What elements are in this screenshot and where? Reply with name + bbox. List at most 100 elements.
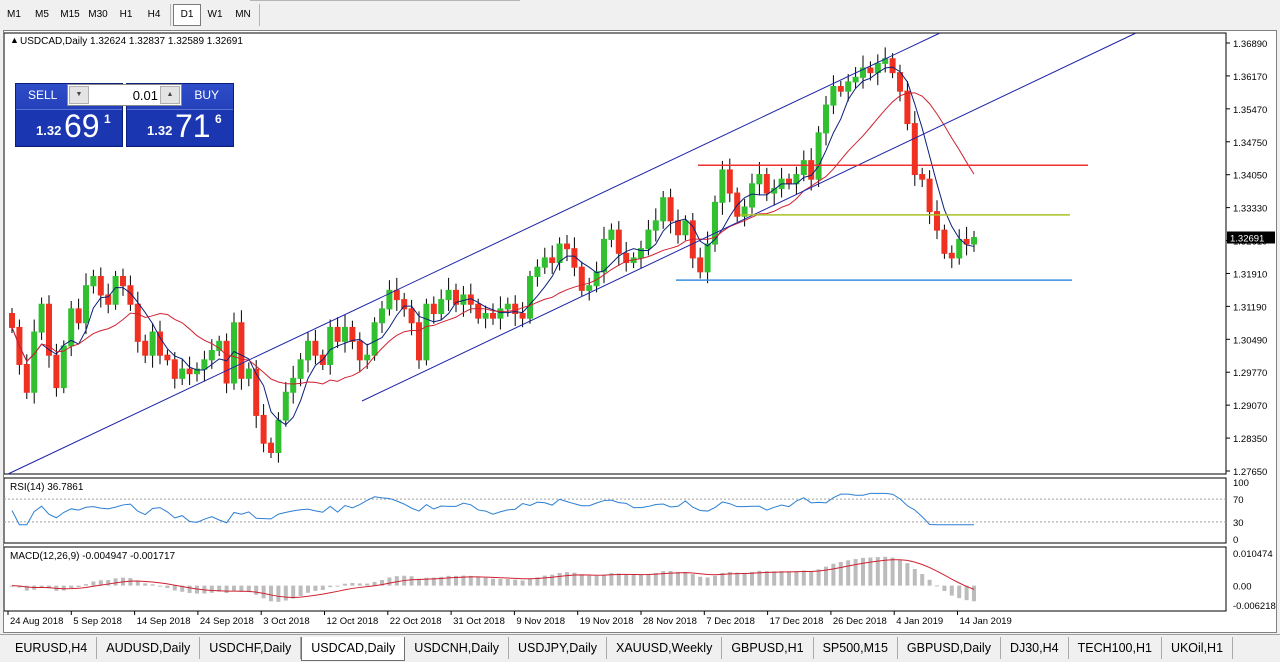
timeframe-m15-button[interactable]: M15: [60, 9, 80, 20]
one-click-trading-panel: SELL 1.32 69 1 BUY 1.32 71 6 ▼ ▲: [15, 83, 234, 147]
macd-histogram-bar: [483, 577, 488, 586]
chart-tab[interactable]: USDJPY,Daily: [509, 637, 607, 659]
macd-histogram-bar: [98, 580, 103, 586]
chart-tab[interactable]: UKOil,H1: [1162, 637, 1234, 659]
timeframe-d1-button[interactable]: D1: [173, 4, 201, 26]
macd-histogram-bar: [846, 560, 851, 586]
macd-histogram-bar: [424, 577, 429, 586]
x-tick-label: 14 Sep 2018: [137, 616, 191, 627]
bull-candle: [860, 67, 866, 78]
bull-candle: [830, 86, 837, 106]
macd-histogram-bar: [372, 581, 377, 586]
macd-label: MACD(12,26,9) -0.004947 -0.001717: [10, 551, 176, 562]
chart-tab[interactable]: AUDUSD,Daily: [97, 637, 201, 659]
timeframe-m5-button[interactable]: M5: [35, 9, 49, 20]
slow-moving-average-line: [11, 92, 975, 385]
macd-histogram-bar: [957, 585, 962, 599]
x-tick-label: 3 Oct 2018: [263, 616, 309, 627]
bear-candle: [623, 252, 630, 264]
y-tick-label: 1.36890: [1233, 39, 1267, 50]
bear-candle: [393, 289, 400, 301]
bear-candle: [726, 169, 733, 194]
macd-histogram-bar: [587, 575, 592, 586]
buy-button[interactable]: BUY 1.32 71 6: [126, 83, 234, 147]
bull-candle: [245, 368, 252, 379]
bull-candle: [290, 377, 297, 393]
macd-histogram-bar: [972, 585, 976, 602]
triangle-up-icon[interactable]: ▲: [160, 86, 180, 104]
bear-candle: [23, 363, 30, 393]
chart-tab[interactable]: USDCAD,Daily: [301, 637, 406, 661]
chart-tab[interactable]: XAUUSD,Weekly: [607, 637, 723, 659]
macd-histogram-bar: [542, 575, 547, 586]
main-panel-frame: [4, 32, 1227, 475]
bear-candle: [401, 299, 408, 310]
bear-candle: [53, 354, 60, 389]
bull-candle: [282, 391, 289, 421]
triangle-down-icon[interactable]: ▼: [69, 86, 89, 104]
macd-histogram-bar: [942, 585, 947, 592]
macd-histogram-bar: [861, 557, 865, 586]
lot-size-input[interactable]: [92, 85, 158, 105]
chart-header: USDCAD,Daily 1.32624 1.32837 1.32589 1.3…: [20, 36, 243, 47]
chart-tab[interactable]: TECH100,H1: [1069, 637, 1162, 659]
chart-tab[interactable]: USDCHF,Daily: [200, 637, 302, 659]
toolbar-separator: [170, 4, 171, 26]
macd-histogram-bar: [550, 574, 555, 586]
macd-histogram-bar: [853, 559, 858, 586]
bull-candle: [497, 308, 504, 319]
chart-tab[interactable]: SP500,M15: [814, 637, 898, 659]
bear-candle: [475, 303, 482, 319]
macd-histogram-bar: [320, 585, 325, 590]
macd-histogram-bar: [61, 585, 66, 591]
bear-candle: [127, 285, 134, 305]
x-tick-label: 28 Nov 2018: [643, 616, 697, 627]
chart-tab[interactable]: USDCNH,Daily: [405, 637, 510, 659]
macd-histogram-bar: [949, 585, 954, 596]
macd-histogram-bar: [513, 579, 518, 586]
lot-size-control: ▼ ▲: [67, 84, 182, 106]
macd-histogram-bar: [365, 583, 370, 586]
bear-candle: [186, 368, 193, 375]
bull-candle: [601, 238, 607, 273]
lower-channel-trendline: [361, 32, 1137, 402]
timeframe-w1-button[interactable]: W1: [207, 9, 223, 20]
chart-window[interactable]: 1.36890 1.36170 1.35470 1.34750 1.34050 1.333…: [3, 30, 1277, 633]
bear-candle: [512, 303, 519, 315]
chart-tab[interactable]: EURUSD,H4: [6, 637, 98, 659]
x-tick-label: 12 Oct 2018: [327, 616, 379, 627]
arrow-up-small-icon: ▲: [10, 35, 19, 45]
bear-candle: [260, 414, 267, 444]
bull-candle: [60, 345, 67, 389]
bull-candle: [756, 174, 763, 185]
bull-candle: [38, 303, 45, 333]
timeframe-mn-button[interactable]: MN: [235, 9, 251, 20]
timeframe-h1-button[interactable]: H1: [119, 9, 133, 20]
y-tick-label: 1.28350: [1233, 434, 1267, 445]
macd-histogram-bar: [676, 571, 680, 586]
chart-tab[interactable]: GBPUSD,H1: [722, 637, 814, 659]
macd-histogram-bar: [594, 575, 599, 586]
chart-tab[interactable]: GBPUSD,Daily: [898, 637, 1001, 659]
bull-candle: [712, 201, 718, 245]
timeframe-h4-button[interactable]: H4: [147, 9, 161, 20]
y-tick-label: 1.33330: [1233, 204, 1267, 215]
timeframe-m1-button[interactable]: M1: [7, 9, 21, 20]
timeframe-toolbar: M1 M5 M15 M30 H1 H4 D1 W1 MN: [0, 0, 1280, 30]
price-chart[interactable]: 1.36890 1.36170 1.35470 1.34750 1.34050 1.333…: [4, 31, 1276, 632]
y-tick-label: 1.31190: [1233, 302, 1267, 313]
bull-candle: [704, 243, 711, 273]
macd-histogram-bar: [150, 584, 155, 586]
bear-candle: [697, 257, 704, 273]
macd-histogram-bar: [631, 574, 636, 586]
bear-candle: [904, 90, 911, 125]
bear-candle: [142, 340, 149, 356]
bull-candle: [645, 229, 652, 250]
bull-candle: [527, 275, 533, 319]
x-tick-label: 26 Dec 2018: [833, 616, 887, 627]
timeframe-m30-button[interactable]: M30: [88, 9, 108, 20]
macd-histogram-bar: [535, 577, 540, 586]
macd-histogram-bar: [824, 566, 828, 586]
bear-candle: [490, 313, 496, 319]
chart-tab[interactable]: DJ30,H4: [1001, 637, 1069, 659]
